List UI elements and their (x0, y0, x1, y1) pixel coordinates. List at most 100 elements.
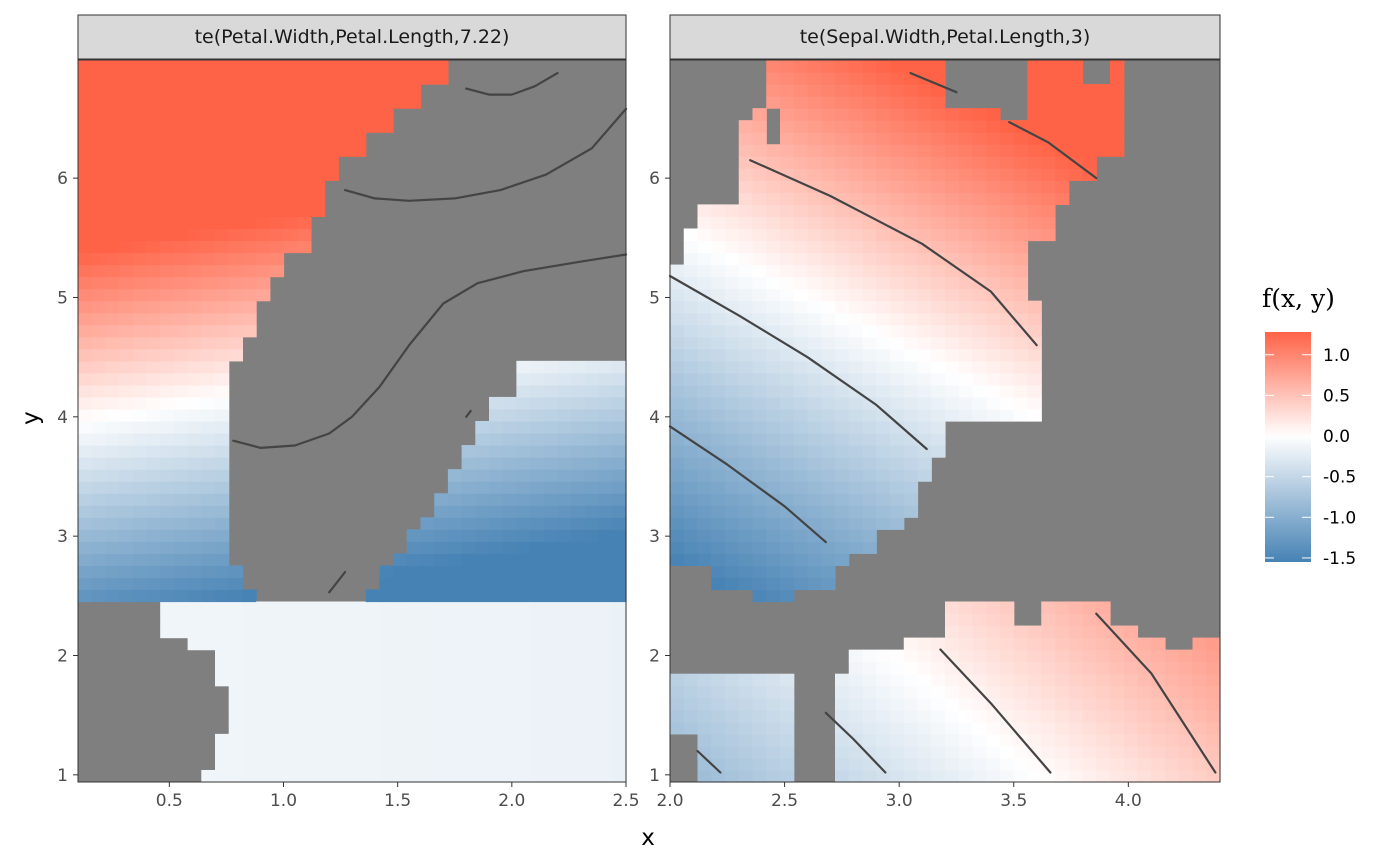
heatmap-tile (91, 445, 106, 458)
heatmap-tile (160, 336, 175, 350)
heatmap-tile (160, 469, 175, 482)
heatmap-tile (697, 733, 712, 747)
heatmap-tile (447, 529, 463, 542)
heatmap-tile (105, 60, 120, 73)
heatmap-tile (489, 757, 504, 771)
heatmap-tile (598, 396, 613, 410)
heatmap-tile (890, 156, 905, 169)
heatmap-tile (173, 336, 189, 350)
heatmap-tile (876, 445, 891, 458)
heatmap-tile (862, 673, 877, 687)
heatmap-tile (835, 421, 850, 434)
heatmap-tile (1123, 733, 1139, 747)
heatmap-tile (256, 661, 271, 675)
heatmap-tile (571, 709, 586, 723)
heatmap-tile (670, 288, 685, 302)
heatmap-tile (571, 469, 586, 482)
heatmap-tile (78, 408, 93, 422)
heatmap-tile (1068, 745, 1084, 759)
heatmap-tile (890, 721, 905, 735)
heatmap-tile (78, 433, 93, 446)
heatmap-tile (215, 613, 230, 627)
heatmap-tile (725, 733, 740, 747)
heatmap-tile (228, 120, 243, 133)
heatmap-tile (78, 396, 93, 410)
heatmap-tile (201, 240, 216, 254)
heatmap-tile (310, 721, 326, 735)
heatmap-tile (584, 637, 600, 651)
heatmap-tile (420, 769, 435, 783)
heatmap-tile (917, 168, 932, 181)
heatmap-tile (160, 433, 175, 446)
heatmap-tile (876, 60, 891, 73)
heatmap-tile (132, 216, 148, 230)
heatmap-tile (201, 120, 216, 133)
heatmap-tile (1123, 745, 1139, 759)
heatmap-tile (1082, 108, 1097, 121)
heatmap-tile (903, 481, 919, 494)
heatmap-tile (1123, 697, 1139, 711)
heatmap-tile (780, 192, 795, 205)
heatmap-tile (752, 493, 767, 506)
heatmap-tile (297, 132, 312, 145)
heatmap-tile (876, 721, 891, 735)
heatmap-tile (283, 192, 298, 205)
heatmap-tile (1000, 408, 1015, 422)
heatmap-tile (228, 721, 243, 735)
heatmap-tile (310, 180, 326, 193)
heatmap-tile (807, 168, 822, 181)
heatmap-tile (752, 469, 767, 482)
heatmap-tile (283, 228, 298, 242)
heatmap-tile (215, 348, 230, 362)
heatmap-tile (215, 589, 230, 603)
heatmap-tile (612, 625, 627, 639)
heatmap-tile (571, 769, 586, 783)
heatmap-tile (461, 577, 476, 591)
heatmap-tile (584, 721, 600, 735)
heatmap-tile (434, 553, 449, 566)
heatmap-tile (543, 360, 559, 374)
heatmap-tile (876, 144, 891, 157)
heatmap-tile (132, 529, 148, 542)
heatmap-tile (945, 168, 960, 181)
heatmap-tile (132, 589, 148, 603)
heatmap-tile (228, 108, 243, 121)
heatmap-tile (848, 132, 864, 145)
heatmap-tile (848, 457, 864, 470)
heatmap-tile (1068, 144, 1084, 157)
heatmap-tile (584, 457, 600, 470)
heatmap-tile (256, 733, 271, 747)
heatmap-tile (434, 613, 449, 627)
heatmap-tile (201, 96, 216, 109)
heatmap-tile (958, 408, 974, 422)
heatmap-tile (766, 457, 781, 470)
heatmap-tile (821, 396, 836, 410)
heatmap-tile (324, 757, 339, 771)
heatmap-tile (584, 673, 600, 687)
heatmap-tile (683, 252, 699, 266)
heatmap-tile (256, 757, 271, 771)
heatmap-tile (475, 769, 490, 783)
heatmap-tile (835, 469, 850, 482)
heatmap-tile (379, 649, 394, 663)
heatmap-tile (256, 228, 271, 242)
heatmap-tile (365, 685, 380, 699)
heatmap-tile (931, 721, 946, 735)
heatmap-tile (91, 276, 106, 290)
heatmap-tile (738, 673, 754, 687)
heatmap-tile (91, 228, 106, 242)
heatmap-tile (835, 252, 850, 266)
heatmap-tile (201, 216, 216, 230)
heatmap-tile (972, 204, 987, 218)
heatmap-tile (105, 553, 120, 566)
heatmap-tile (146, 204, 161, 218)
heatmap-tile (242, 312, 257, 326)
heatmap-tile (1068, 72, 1084, 85)
heatmap-tile (475, 613, 490, 627)
heatmap-tile (821, 348, 836, 362)
heatmap-tile (958, 216, 974, 230)
heatmap-tile (132, 132, 148, 145)
heatmap-tile (557, 541, 572, 554)
heatmap-tile (502, 469, 517, 482)
heatmap-tile (752, 396, 767, 410)
